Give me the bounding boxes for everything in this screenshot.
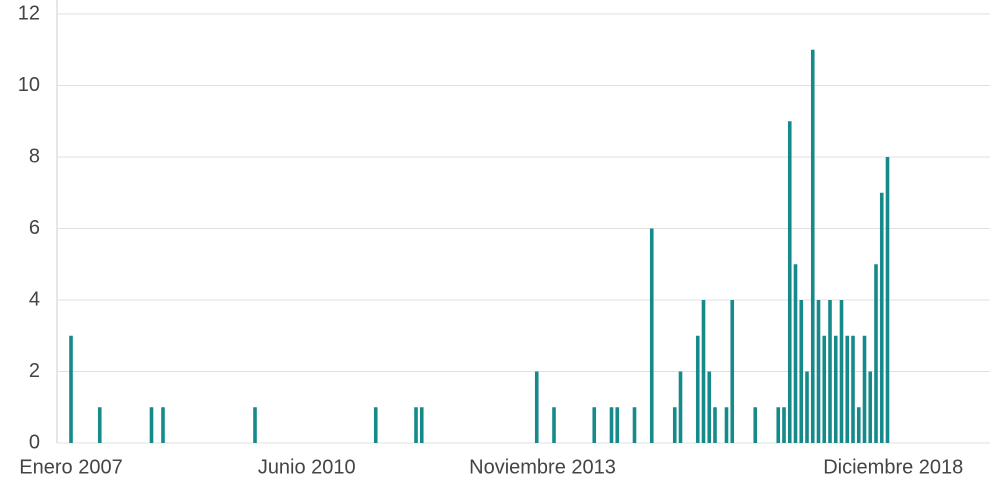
bar: [701, 300, 706, 443]
bar: [672, 407, 677, 443]
bar: [787, 121, 792, 443]
y-tick-label: 12: [18, 2, 40, 24]
y-tick-label: 2: [29, 360, 40, 382]
bar: [799, 300, 804, 443]
bar: [632, 407, 637, 443]
bar: [149, 407, 154, 443]
bar: [805, 371, 809, 443]
bar: [828, 300, 832, 443]
bar: [609, 407, 614, 443]
bar: [678, 371, 683, 443]
bar: [862, 335, 867, 443]
y-tick-label: 8: [29, 145, 40, 167]
bar: [552, 407, 556, 443]
bar: [810, 49, 815, 443]
x-tick-label: Diciembre 2018: [823, 456, 963, 478]
bar: [373, 407, 378, 443]
bar: [874, 264, 878, 443]
bar: [782, 407, 786, 443]
bar: [822, 335, 827, 443]
x-tick-label: Enero 2007: [19, 456, 122, 478]
bar: [253, 407, 257, 443]
bar: [851, 335, 855, 443]
bar: [730, 300, 735, 443]
y-tick-label: 4: [29, 288, 40, 310]
bar: [695, 335, 700, 443]
bar: [845, 335, 850, 443]
bar: [868, 371, 873, 443]
y-tick-label: 0: [29, 431, 40, 453]
bar: [414, 407, 418, 443]
bar: [839, 300, 844, 443]
bar: [592, 407, 597, 443]
bar: [419, 407, 424, 443]
bar: [161, 407, 165, 443]
x-tick-label: Noviembre 2013: [469, 456, 616, 478]
bar: [879, 192, 884, 443]
y-tick-label: 10: [18, 74, 40, 96]
bar: [833, 335, 838, 443]
bar: [885, 157, 890, 443]
y-tick-label: 6: [29, 217, 40, 239]
bar: [649, 228, 654, 443]
x-tick-label: Junio 2010: [258, 456, 356, 478]
bar: [615, 407, 620, 443]
bar: [856, 407, 861, 443]
bar: [816, 300, 821, 443]
bar: [776, 407, 781, 443]
bar: [753, 407, 758, 443]
bar: [707, 371, 712, 443]
bar: [793, 264, 798, 443]
bar: [69, 335, 73, 443]
bar: [724, 407, 729, 443]
bar: [97, 407, 102, 443]
bar: [534, 371, 539, 443]
bar: [713, 407, 717, 443]
